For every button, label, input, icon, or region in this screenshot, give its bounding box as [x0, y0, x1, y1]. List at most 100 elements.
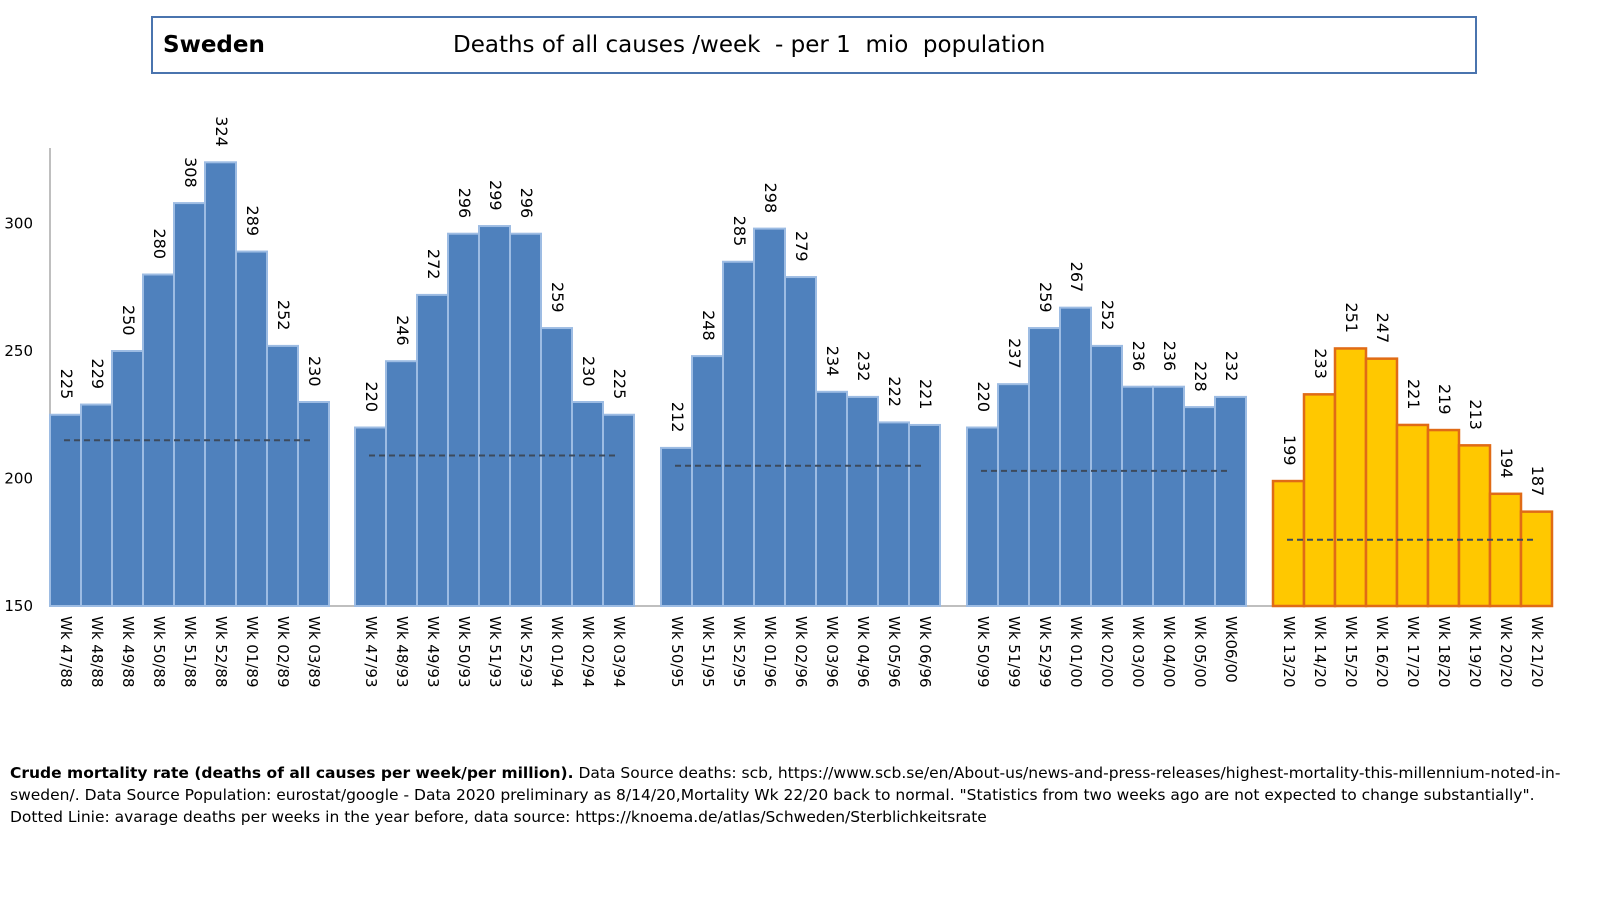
bar-value-label: 267: [1067, 262, 1086, 293]
bar-value-label: 259: [1036, 282, 1055, 313]
bar: [753, 227, 786, 607]
bar-value-label: 233: [1311, 348, 1330, 379]
bar: [846, 395, 879, 607]
bar: [660, 446, 693, 607]
category-label: Wk 05/96: [885, 616, 903, 688]
bar-value-label: 252: [1098, 300, 1117, 331]
bar-value-label: 247: [1373, 313, 1392, 344]
bar-value-label: 298: [761, 183, 780, 214]
category-label: Wk 50/88: [150, 616, 168, 688]
category-label: Wk 47/88: [57, 616, 75, 688]
bar-value-label: 236: [1160, 341, 1179, 372]
category-label: Wk 51/88: [181, 616, 199, 688]
category-label: Wk 02/96: [792, 616, 810, 688]
bar-value-label: 187: [1528, 466, 1547, 497]
category-label: Wk 49/93: [424, 616, 442, 688]
bar-value-label: 289: [243, 206, 262, 237]
bar-value-label: 225: [57, 369, 76, 400]
bar: [1364, 357, 1399, 608]
bar-value-label: 299: [486, 180, 505, 211]
bar-group-2020: 199 Wk 13/20 233 Wk 14/20 251 Wk 15/20 247 Wk 1…: [1271, 302, 1554, 688]
y-tick-label: 300: [4, 215, 33, 233]
category-label: Wk 48/88: [88, 616, 106, 688]
bar: [1152, 385, 1185, 608]
bar-value-label: 250: [119, 305, 138, 336]
category-label: Wk 01/89: [243, 616, 261, 688]
category-label: Wk 01/00: [1067, 616, 1085, 688]
bar-value-label: 225: [610, 369, 629, 400]
category-label: Wk 50/95: [668, 616, 686, 688]
bar-value-label: 232: [1222, 351, 1241, 382]
category-label: Wk 06/96: [916, 616, 934, 688]
category-label: Wk 02/94: [579, 616, 597, 688]
bar-value-label: 308: [181, 157, 200, 188]
bar: [1519, 510, 1554, 608]
category-label: Wk 04/96: [854, 616, 872, 688]
bar-value-label: 259: [548, 282, 567, 313]
bar: [815, 390, 848, 607]
bar-value-label: 272: [424, 249, 443, 280]
bar: [1302, 393, 1337, 608]
bar-value-label: 246: [393, 315, 412, 346]
bars-layer: 225 Wk 47/88 229 Wk 48/88 250 Wk 49/88 280 Wk 5…: [49, 116, 1554, 688]
chart-title-box: Sweden Deaths of all causes /week - per …: [151, 16, 1477, 74]
bar-value-label: 228: [1191, 361, 1210, 392]
category-label: Wk 51/99: [1005, 616, 1023, 688]
bar: [691, 355, 724, 607]
bar-group-1995-96: 212 Wk 50/95 248 Wk 51/95 285 Wk 52/95 298 Wk 0…: [660, 183, 941, 688]
category-label: Wk 14/20: [1311, 616, 1329, 688]
bar: [49, 413, 82, 607]
y-tick-label: 200: [4, 470, 33, 488]
bar-value-label: 230: [305, 356, 324, 387]
bar: [1090, 344, 1123, 607]
category-label: Wk 15/20: [1342, 616, 1360, 688]
bar: [111, 350, 144, 607]
bar-value-label: 194: [1497, 448, 1516, 479]
category-label: Wk 20/20: [1497, 616, 1515, 688]
category-label: Wk 02/89: [274, 616, 292, 688]
bar: [908, 423, 941, 608]
bar-value-label: 230: [579, 356, 598, 387]
category-label: Wk 03/94: [610, 616, 628, 688]
bar-value-label: 221: [1404, 379, 1423, 410]
category-label: Wk 02/00: [1098, 616, 1116, 688]
bar: [80, 403, 113, 607]
bar: [1271, 479, 1306, 608]
category-label: Wk 52/95: [730, 616, 748, 688]
category-label: Wk 01/96: [761, 616, 779, 688]
bar-value-label: 285: [730, 216, 749, 247]
bar-value-label: 237: [1005, 338, 1024, 369]
bar: [1183, 406, 1216, 607]
bar: [1426, 428, 1461, 608]
category-label: Wk 50/93: [455, 616, 473, 688]
bar-value-label: 199: [1280, 435, 1299, 466]
bar: [877, 421, 910, 607]
bar: [784, 276, 817, 607]
bar-value-label: 221: [916, 379, 935, 410]
bar: [297, 401, 330, 607]
bar: [1059, 306, 1092, 607]
bar: [997, 383, 1030, 607]
bar-value-label: 219: [1435, 384, 1454, 415]
bar: [1333, 347, 1368, 608]
bar: [1395, 423, 1430, 608]
bar-group-1999-00: 220 Wk 50/99 237 Wk 51/99 259 Wk 52/99 267 Wk 0…: [966, 262, 1247, 688]
bar-group-1988-89: 225 Wk 47/88 229 Wk 48/88 250 Wk 49/88 280 Wk 5…: [49, 116, 330, 688]
category-label: Wk 13/20: [1280, 616, 1298, 688]
bar-value-label: 236: [1129, 341, 1148, 372]
category-label: Wk 18/20: [1435, 616, 1453, 688]
category-label: Wk 49/88: [119, 616, 137, 688]
category-label: Wk06/00: [1222, 616, 1240, 683]
bar-value-label: 279: [792, 231, 811, 262]
bar: [1028, 327, 1061, 607]
category-label: Wk 04/00: [1160, 616, 1178, 688]
bar-value-label: 251: [1342, 302, 1361, 333]
bar-value-label: 232: [854, 351, 873, 382]
category-label: Wk 21/20: [1528, 616, 1546, 688]
category-label: Wk 05/00: [1191, 616, 1209, 688]
bar-group-1993-94: 220 Wk 47/93 246 Wk 48/93 272 Wk 49/93 296 Wk 5…: [354, 180, 635, 688]
y-tick-label: 150: [4, 597, 33, 615]
bar-value-label: 220: [974, 382, 993, 413]
bar-value-label: 280: [150, 229, 169, 260]
bar: [416, 293, 449, 607]
